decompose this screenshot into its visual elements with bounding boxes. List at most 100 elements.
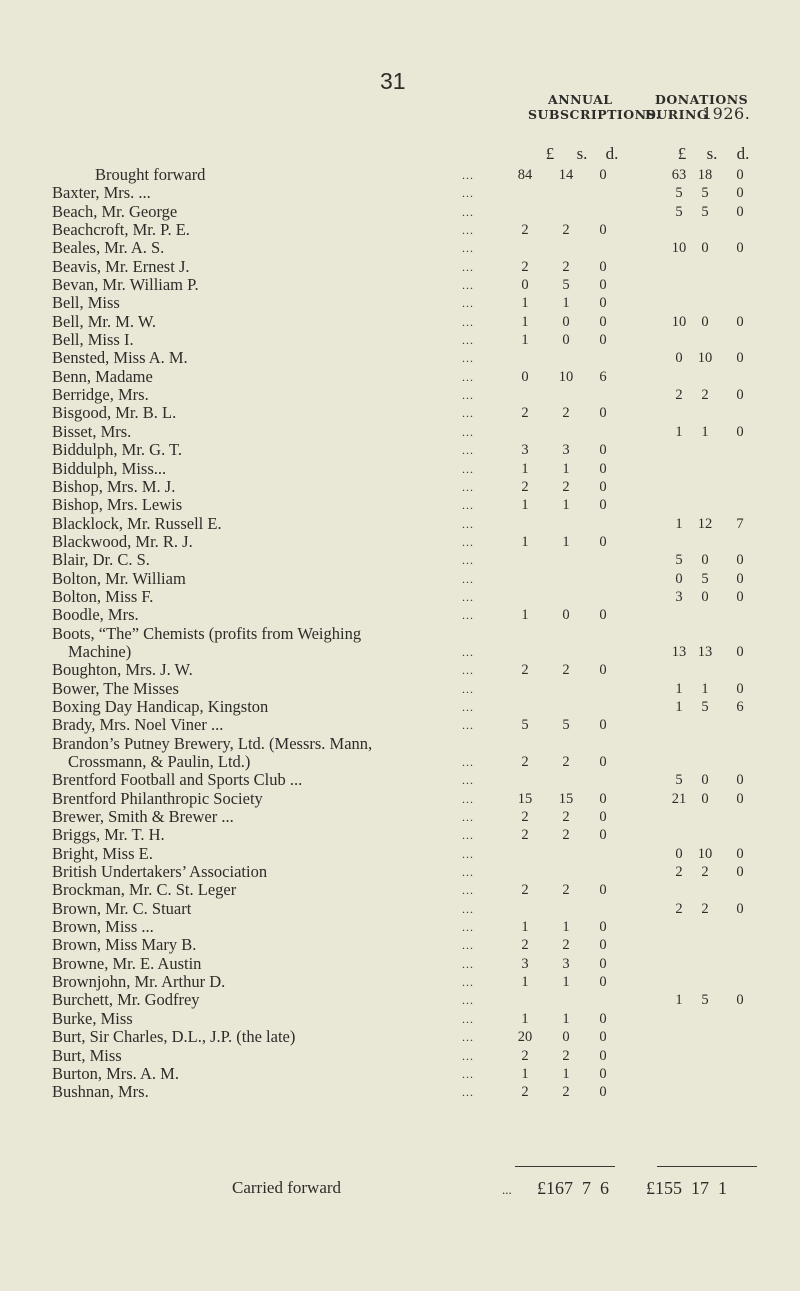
header-during: DURING xyxy=(645,107,709,122)
list-item: Bell, Mr. M. W.... 1 10 0 0 0 0 xyxy=(0,311,800,331)
subscription-shillings: 2 xyxy=(562,937,570,954)
unit-pounds: £ xyxy=(545,144,555,163)
subscriber-name: Bevan, Mr. William P. xyxy=(52,275,199,295)
donation-pounds: 5 xyxy=(675,772,683,789)
leader-dots: ... xyxy=(462,479,474,494)
donation-shillings: 0 xyxy=(701,240,709,257)
leader-dots: ... xyxy=(462,333,474,348)
subscriber-name: Bushnan, Mrs. xyxy=(52,1082,149,1102)
leader-dots: ... xyxy=(462,681,474,696)
subscription-pounds: 1 xyxy=(521,313,529,330)
subscriber-name: Beales, Mr. A. S. xyxy=(52,238,165,258)
donation-pence: 0 xyxy=(736,680,744,697)
subscription-shillings: 3 xyxy=(562,955,570,972)
subscription-pence: 0 xyxy=(599,1084,607,1101)
leader-dots: ... xyxy=(462,443,474,458)
subscription-shillings: 0 xyxy=(562,1029,570,1046)
subscription-pence: 0 xyxy=(599,662,607,679)
leader-dots: ... xyxy=(462,534,474,549)
subscriptions-total: £167 7 6 xyxy=(537,1178,609,1198)
donation-shillings: 0 xyxy=(701,588,709,605)
subscription-shillings: 2 xyxy=(562,827,570,844)
list-item: Bell, Miss... 1 1 0 xyxy=(0,293,800,313)
subscription-pence: 0 xyxy=(599,332,607,349)
list-item: Bright, Miss E.... 0 10 0 xyxy=(0,844,800,863)
list-item: Boughton, Mrs. J. W.... 2 2 0 xyxy=(0,660,800,679)
donation-pounds: 1 xyxy=(675,515,683,532)
subscriber-name: Bisset, Mrs. xyxy=(52,421,132,441)
unit-shillings: s. xyxy=(576,144,588,163)
subscriber-name: Brentford Football and Sports Club ... xyxy=(52,770,303,790)
donation-shillings: 0 xyxy=(701,552,709,569)
donation-shillings: 1 xyxy=(701,423,709,440)
subscription-pounds: 0 xyxy=(521,368,529,385)
donation-pounds: 13 xyxy=(671,643,687,660)
donation-pence: 0 xyxy=(736,203,744,220)
subscriber-name: Bishop, Mrs. Lewis xyxy=(52,495,183,515)
donation-pounds: 5 xyxy=(675,185,683,202)
subscription-pence: 0 xyxy=(599,460,607,477)
list-item: Burchett, Mr. Godfrey... 1 5 0 xyxy=(0,991,800,1010)
subscriber-name: Bell, Mr. M. W. xyxy=(52,311,157,331)
subscription-shillings: 5 xyxy=(562,277,570,294)
donation-pounds: 2 xyxy=(675,387,683,404)
subscription-pence: 0 xyxy=(599,167,607,183)
subscription-shillings: 2 xyxy=(562,809,570,826)
subscription-pence: 0 xyxy=(599,937,607,954)
leader-dots: ... xyxy=(462,901,474,916)
donation-pounds: 0 xyxy=(675,570,683,587)
leader-dots: ... xyxy=(462,461,474,476)
subscriber-name: Brought forward xyxy=(95,165,206,184)
subscriber-name: British Undertakers’ Association xyxy=(52,862,268,882)
leader-dots: ... xyxy=(462,773,474,788)
list-item: Brentford Football and Sports Club .....… xyxy=(0,770,800,790)
subscription-pence: 0 xyxy=(599,313,607,330)
leader-dots: ... xyxy=(502,1182,512,1197)
leader-dots: ... xyxy=(462,699,474,714)
subscription-pounds: 5 xyxy=(521,717,529,734)
subscriber-name: Brockman, Mr. C. St. Leger xyxy=(52,880,237,900)
subscription-pounds: 2 xyxy=(521,827,529,844)
subscription-pence: 0 xyxy=(599,405,607,422)
subscription-pence: 6 xyxy=(599,368,607,385)
subscription-pounds: 2 xyxy=(521,1047,529,1064)
subscription-shillings: 1 xyxy=(562,974,570,991)
list-item: Bushnan, Mrs.... 2 2 0 xyxy=(0,1082,800,1102)
leader-dots: ... xyxy=(462,351,474,366)
subscription-shillings: 1 xyxy=(562,533,570,550)
subscription-pounds: 1 xyxy=(521,497,529,514)
leader-dots: ... xyxy=(462,608,474,623)
leader-dots: ... xyxy=(462,278,474,293)
donation-pence: 0 xyxy=(736,185,744,202)
list-item: Brockman, Mr. C. St. Leger... 2 2 0 xyxy=(0,880,800,900)
subscriber-name: Brandon’s Putney Brewery, Ltd. (Messrs. … xyxy=(52,733,373,753)
leader-dots: ... xyxy=(462,755,474,769)
subscription-pounds: 1 xyxy=(521,295,529,312)
list-item: Burt, Sir Charles, D.L., J.P. (the late)… xyxy=(0,1027,800,1046)
list-item: Brady, Mrs. Noel Viner ...... 5 5 0 xyxy=(0,715,800,734)
donation-pence: 0 xyxy=(736,864,744,881)
leader-dots: ... xyxy=(462,553,474,568)
leader-dots: ... xyxy=(462,498,474,513)
subscription-pence: 0 xyxy=(599,882,607,899)
donation-pounds: 3 xyxy=(675,588,683,605)
subscription-pounds: 2 xyxy=(521,258,529,275)
donation-pence: 0 xyxy=(736,552,744,569)
list-item: Brown, Miss ...... 1 1 0 xyxy=(0,917,800,936)
subscriber-name: Bell, Miss xyxy=(52,293,120,313)
subscriber-name: Blacklock, Mr. Russell E. xyxy=(52,513,222,533)
leader-dots: ... xyxy=(462,1011,474,1026)
subscriber-name: Bower, The Misses xyxy=(52,678,179,698)
leader-dots: ... xyxy=(462,883,474,898)
leader-dots: ... xyxy=(462,424,474,439)
list-item: Bisset, Mrs.... 1 1 0 xyxy=(0,421,800,441)
subscription-shillings: 1 xyxy=(562,295,570,312)
leader-dots: ... xyxy=(462,571,474,586)
subscription-pence: 0 xyxy=(599,974,607,991)
leader-dots: ... xyxy=(462,223,474,238)
leader-dots: ... xyxy=(462,168,474,182)
subscription-shillings: 2 xyxy=(562,258,570,275)
subscriber-name: Blair, Dr. C. S. xyxy=(52,550,150,570)
subscription-pence: 0 xyxy=(599,258,607,275)
donation-pence: 0 xyxy=(736,643,744,660)
